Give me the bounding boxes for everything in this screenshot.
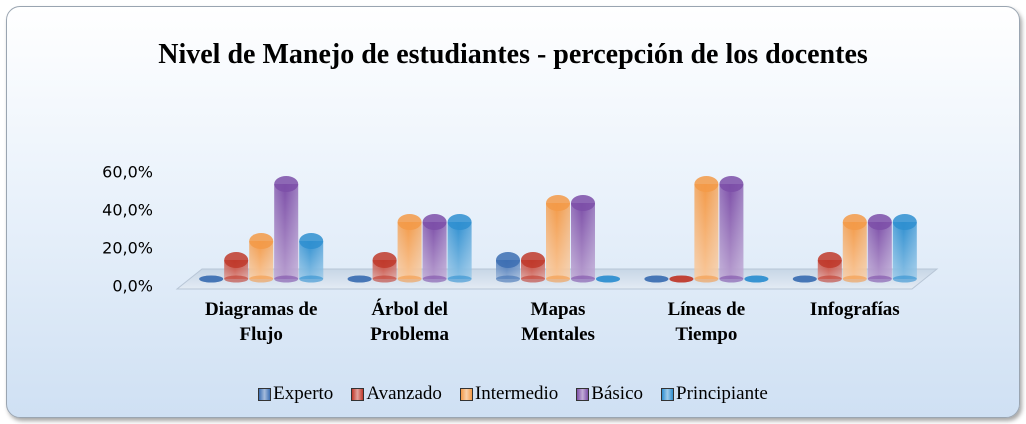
bar-cap [546, 195, 570, 211]
bar-base [719, 275, 744, 283]
bar-base [892, 275, 917, 283]
legend-item: Experto [258, 383, 333, 405]
legend-item: Principiante [661, 383, 768, 405]
y-tick-label: 40,0% [102, 201, 153, 220]
legend-item: Avanzado [351, 383, 442, 405]
bar-shine [447, 222, 472, 279]
legend-label: Experto [273, 383, 334, 404]
legend-swatch [576, 387, 590, 401]
bar-base [867, 275, 892, 283]
bar-base [496, 275, 520, 283]
legend-swatch [459, 387, 473, 401]
plot: 0,0% 20,0% 40,0% 60,0% [102, 163, 939, 296]
bar-cap [867, 214, 892, 230]
chart: 0,0% 20,0% 40,0% 60,0% Nivel de Manejo de e… [6, 6, 1020, 418]
bar-cap [274, 176, 299, 192]
bar-base [347, 275, 372, 283]
x-tick-label: Árbol del Problema [370, 299, 449, 345]
x-tick-label: Líneas de Tiempo [667, 299, 746, 345]
bar-shine [422, 222, 447, 279]
bar-base [372, 275, 397, 283]
x-tick-label: Diagramas de Flujo [204, 299, 318, 345]
bar-cap [694, 176, 719, 192]
chart-title: Nivel de Manejo de estudiantes - percepc… [158, 39, 868, 70]
bar-base [669, 275, 694, 283]
y-tick-label: 60,0% [102, 163, 153, 182]
legend-swatch [661, 387, 675, 401]
bar-base [644, 275, 669, 283]
bar-base [274, 275, 299, 283]
bar-base [397, 275, 422, 283]
bar-shine [842, 222, 867, 279]
bar-cap [571, 195, 595, 211]
bar-cap [299, 233, 324, 249]
bar-cap [521, 252, 545, 268]
bar-base [422, 275, 447, 283]
legend-item: Básico [576, 383, 643, 405]
legend-item: Intermedio [459, 383, 559, 405]
bar-shine [571, 203, 595, 279]
bar-cap [397, 214, 422, 230]
bar-base [224, 275, 249, 283]
bar-base [744, 275, 769, 283]
legend-label: Básico [591, 383, 644, 404]
bar-cap [447, 214, 472, 230]
legend-swatch [351, 387, 365, 401]
bar-shine [397, 222, 422, 279]
bar-cap [842, 214, 867, 230]
bar-base [596, 275, 620, 283]
bar-base [817, 275, 842, 283]
bar-cap [496, 252, 520, 268]
bar-shine [546, 203, 570, 279]
legend-label: Principiante [676, 383, 768, 404]
bar-cap [372, 252, 397, 268]
bar-shine [274, 184, 299, 279]
bar-base [694, 275, 719, 283]
bar-base [546, 275, 570, 283]
legend-label: Avanzado [366, 383, 442, 404]
bar-cap [892, 214, 917, 230]
legend: Experto Avanzado Intermedio Básico Principia… [7, 383, 1019, 405]
x-tick-label: Mapas Mentales [521, 299, 595, 345]
bar-shine [867, 222, 892, 279]
bar-base [792, 275, 817, 283]
bar-shine [694, 184, 719, 279]
bar-cap [249, 233, 274, 249]
x-tick-label: Infografías [809, 299, 900, 320]
bar-base [249, 275, 274, 283]
bar-base [299, 275, 324, 283]
y-tick-label: 0,0% [112, 277, 153, 296]
bar-base [842, 275, 867, 283]
legend-label: Intermedio [474, 383, 559, 404]
bar-shine [892, 222, 917, 279]
bar-cap [224, 252, 249, 268]
bar-cap [422, 214, 447, 230]
bar-cap [817, 252, 842, 268]
bar-base [571, 275, 595, 283]
bar-base [521, 275, 545, 283]
y-tick-label: 20,0% [102, 239, 153, 258]
bar-shine [719, 184, 744, 279]
legend-swatch [258, 387, 272, 401]
bar-cap [719, 176, 744, 192]
bar-base [199, 275, 224, 283]
bar-base [447, 275, 472, 283]
